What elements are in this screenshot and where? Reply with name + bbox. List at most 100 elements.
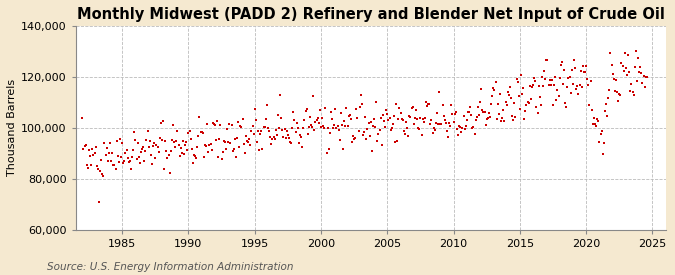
Point (299, 118, 310, 122)
Point (623, 53, 634, 57)
Point (224, 122, 235, 126)
Point (426, 118, 437, 122)
Point (162, 155, 173, 160)
Point (178, 139, 188, 144)
Point (564, 75, 575, 79)
Point (198, 154, 209, 159)
Point (628, 92, 639, 97)
Point (350, 136, 360, 140)
Point (599, 141, 610, 145)
Point (252, 128, 263, 133)
Point (427, 131, 438, 135)
Point (319, 126, 329, 130)
Point (273, 112, 284, 117)
Point (535, 95, 545, 99)
Point (107, 151, 117, 155)
Point (316, 124, 327, 129)
Point (163, 153, 174, 157)
Point (285, 139, 296, 144)
Point (353, 129, 364, 134)
Point (568, 81, 578, 86)
Point (396, 117, 407, 122)
Point (110, 167, 121, 171)
Point (464, 109, 475, 114)
Point (493, 111, 504, 116)
Point (641, 75, 651, 79)
Point (618, 68, 629, 73)
Point (632, 56, 643, 60)
Point (566, 68, 577, 73)
Point (550, 75, 561, 79)
Point (267, 136, 278, 141)
Point (446, 103, 457, 107)
Point (150, 156, 161, 160)
Point (627, 90, 638, 95)
Point (622, 72, 632, 77)
Point (155, 136, 165, 140)
Point (364, 134, 375, 139)
Point (129, 130, 140, 134)
Point (584, 103, 595, 107)
Point (259, 125, 270, 129)
Point (507, 114, 518, 118)
Point (77, 116, 88, 120)
Point (85, 154, 96, 158)
Point (296, 135, 306, 139)
Point (606, 63, 617, 67)
Point (552, 88, 563, 92)
Point (176, 145, 186, 150)
Point (367, 124, 378, 128)
Point (271, 133, 282, 137)
Point (591, 123, 601, 128)
Point (273, 126, 284, 130)
Point (313, 115, 323, 120)
Point (334, 138, 345, 142)
Point (526, 97, 537, 101)
Point (128, 148, 138, 152)
Point (358, 130, 369, 134)
Point (369, 117, 379, 121)
Point (134, 161, 145, 165)
Point (186, 147, 197, 151)
Point (605, 51, 616, 55)
Point (111, 139, 122, 144)
Point (234, 145, 244, 150)
Point (538, 84, 549, 88)
Point (98, 174, 109, 178)
Point (138, 145, 148, 149)
Point (615, 93, 626, 98)
Point (344, 113, 355, 117)
Point (169, 140, 180, 145)
Point (415, 116, 426, 120)
Point (379, 125, 390, 130)
Point (276, 116, 287, 120)
Point (105, 141, 115, 145)
Point (460, 124, 471, 128)
Point (221, 127, 232, 131)
Point (170, 144, 181, 149)
Point (593, 119, 603, 123)
Point (401, 120, 412, 124)
Point (635, 65, 646, 69)
Point (338, 147, 348, 151)
Point (400, 132, 410, 136)
Point (122, 156, 133, 160)
Point (167, 123, 178, 127)
Point (431, 121, 441, 126)
Point (385, 128, 396, 132)
Point (462, 110, 473, 114)
Point (634, 69, 645, 74)
Point (167, 138, 178, 142)
Point (571, 86, 582, 91)
Point (382, 112, 393, 116)
Point (404, 114, 415, 119)
Point (342, 123, 353, 128)
Point (408, 121, 419, 126)
Point (191, 155, 202, 160)
Point (526, 85, 537, 89)
Point (356, 102, 367, 106)
Point (90, 144, 101, 149)
Point (589, 116, 599, 120)
Point (629, 65, 640, 69)
Point (323, 147, 334, 151)
